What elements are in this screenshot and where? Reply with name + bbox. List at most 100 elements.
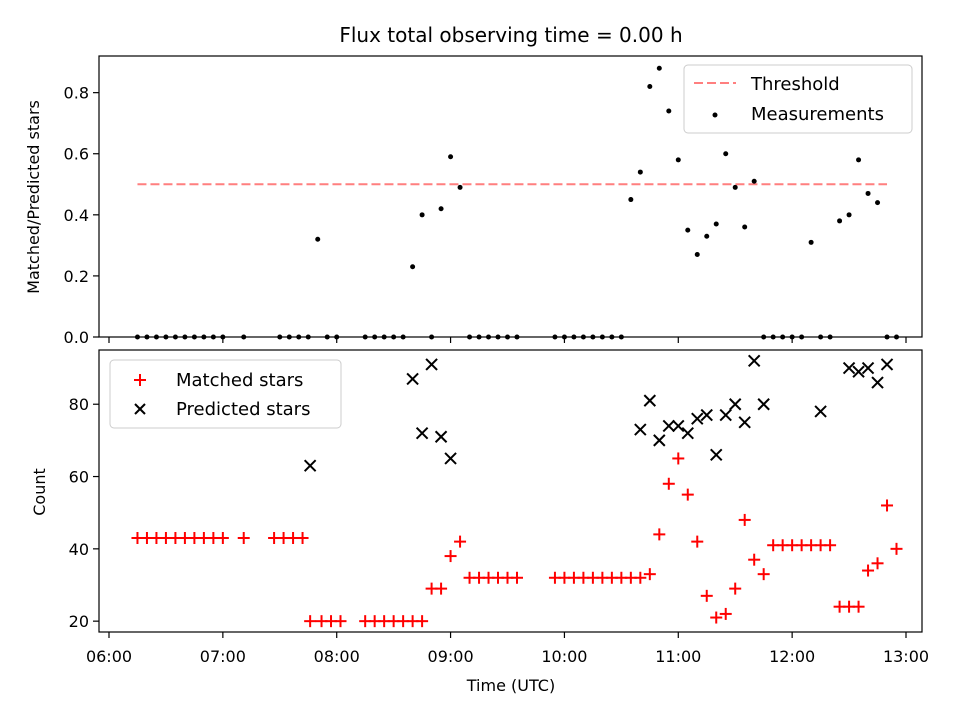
- legend-predicted-swatch: [134, 403, 146, 415]
- measurement-point: [704, 233, 710, 239]
- predicted-star-point: [852, 365, 865, 378]
- matched-star-point: [890, 542, 903, 555]
- top-panel: 0.00.20.40.60.8 Matched/Predicted stars …: [24, 55, 923, 347]
- matched-star-point: [729, 582, 742, 595]
- legend-measurements-swatch: [712, 112, 718, 118]
- x-tick-label: 10:00: [541, 647, 587, 666]
- measurement-point: [666, 108, 672, 114]
- chart-title: Flux total observing time = 0.00 h: [339, 23, 682, 47]
- measurement-point: [628, 197, 634, 203]
- predicted-star-point: [880, 358, 894, 371]
- legend-matched-swatch: [134, 374, 146, 386]
- x-tick-label: 07:00: [200, 647, 246, 666]
- matched-star-point: [237, 532, 250, 544]
- top-y-axis-label: Matched/Predicted stars: [24, 100, 43, 294]
- measurement-point: [647, 84, 653, 90]
- predicted-star-point: [444, 452, 457, 465]
- matched-star-point: [416, 615, 429, 628]
- measurement-point: [315, 236, 321, 242]
- predicted-star-point: [729, 398, 742, 411]
- matched-star-point: [216, 532, 229, 544]
- measurement-point: [875, 200, 881, 206]
- matched-star-point: [643, 568, 656, 581]
- measurement-point: [742, 224, 748, 230]
- measurement-point: [410, 264, 416, 270]
- matched-star-point: [691, 535, 704, 548]
- matched-star-point: [296, 532, 309, 544]
- matched-star-point: [824, 539, 837, 552]
- matched-star-point: [710, 611, 723, 624]
- bottom-legend: Matched stars Predicted stars: [109, 359, 342, 429]
- matched-star-point: [634, 571, 647, 584]
- matched-star-point: [510, 571, 523, 584]
- legend-predicted-label: Predicted stars: [176, 399, 310, 420]
- top-y-tick-label: 0.4: [64, 206, 89, 225]
- predicted-star-point: [871, 376, 884, 389]
- x-tick-label: 12:00: [769, 647, 815, 666]
- predicted-star-point: [747, 354, 761, 368]
- matched-star-point: [681, 488, 694, 501]
- predicted-star-point: [415, 426, 429, 440]
- predicted-star-point: [861, 361, 875, 375]
- top-axes-frame: [98, 55, 923, 338]
- x-tick-label: 11:00: [655, 647, 701, 666]
- matched-star-point: [700, 589, 713, 602]
- predicted-star-point: [425, 358, 438, 371]
- predicted-star-point: [842, 361, 856, 375]
- predicted-star-point: [719, 408, 732, 422]
- measurement-point: [419, 212, 425, 218]
- x-axis-label: Time (UTC): [466, 676, 555, 695]
- measurement-point: [751, 178, 757, 184]
- top-y-tick-label: 0.0: [64, 328, 89, 347]
- bottom-y-tick-label: 80: [69, 395, 89, 414]
- matched-star-point: [852, 600, 865, 613]
- measurement-point: [438, 206, 444, 212]
- matched-star-point: [757, 568, 770, 581]
- top-y-tick-label: 0.6: [64, 145, 89, 164]
- matched-star-point: [444, 550, 457, 563]
- matched-star-point: [719, 607, 732, 620]
- measurement-point: [723, 151, 729, 157]
- measurement-point: [656, 65, 662, 71]
- bottom-y-axis-label: Count: [30, 468, 49, 516]
- matched-star-point: [738, 513, 751, 526]
- measurement-point: [675, 157, 681, 163]
- matched-star-point: [862, 564, 875, 577]
- measurement-point: [694, 252, 700, 258]
- predicted-star-point: [738, 416, 751, 429]
- predicted-star-point: [757, 398, 770, 411]
- top-y-tick-label: 0.8: [64, 84, 89, 103]
- predicted-star-point: [700, 408, 713, 422]
- x-tick-label: 06:00: [86, 647, 132, 666]
- bottom-y-tick-label: 40: [69, 540, 89, 559]
- measurement-point: [637, 169, 643, 175]
- measurement-point: [808, 239, 814, 245]
- matched-star-point: [304, 615, 317, 628]
- x-tick-label: 08:00: [314, 647, 360, 666]
- predicted-star-point: [303, 459, 317, 472]
- measurement-point: [865, 190, 871, 196]
- predicted-star-point: [662, 419, 676, 433]
- legend-matched-label: Matched stars: [176, 370, 303, 391]
- matched-star-point: [871, 557, 884, 570]
- measurement-point: [457, 184, 463, 190]
- measurement-point: [856, 157, 862, 163]
- measurement-point: [732, 184, 738, 190]
- matched-star-point: [662, 477, 675, 490]
- matched-star-point: [435, 582, 448, 595]
- matched-star-point: [748, 553, 761, 566]
- x-tick-label: 13:00: [883, 647, 929, 666]
- bottom-panel: 20 40 60 80 06:00 07:00 08:00 09:00 10:00 11:00 1…: [30, 349, 929, 695]
- legend-measurements-label: Measurements: [751, 104, 884, 125]
- measurement-point: [448, 154, 454, 160]
- matched-star-point: [334, 615, 347, 628]
- bottom-y-tick-label: 60: [69, 468, 89, 487]
- predicted-star-point: [710, 448, 723, 462]
- x-tick-label: 09:00: [428, 647, 474, 666]
- matched-star-point: [672, 452, 685, 465]
- predicted-star-point: [681, 426, 694, 440]
- predicted-star-point: [814, 405, 827, 418]
- predicted-star-point: [691, 412, 704, 425]
- measurement-point: [713, 221, 719, 227]
